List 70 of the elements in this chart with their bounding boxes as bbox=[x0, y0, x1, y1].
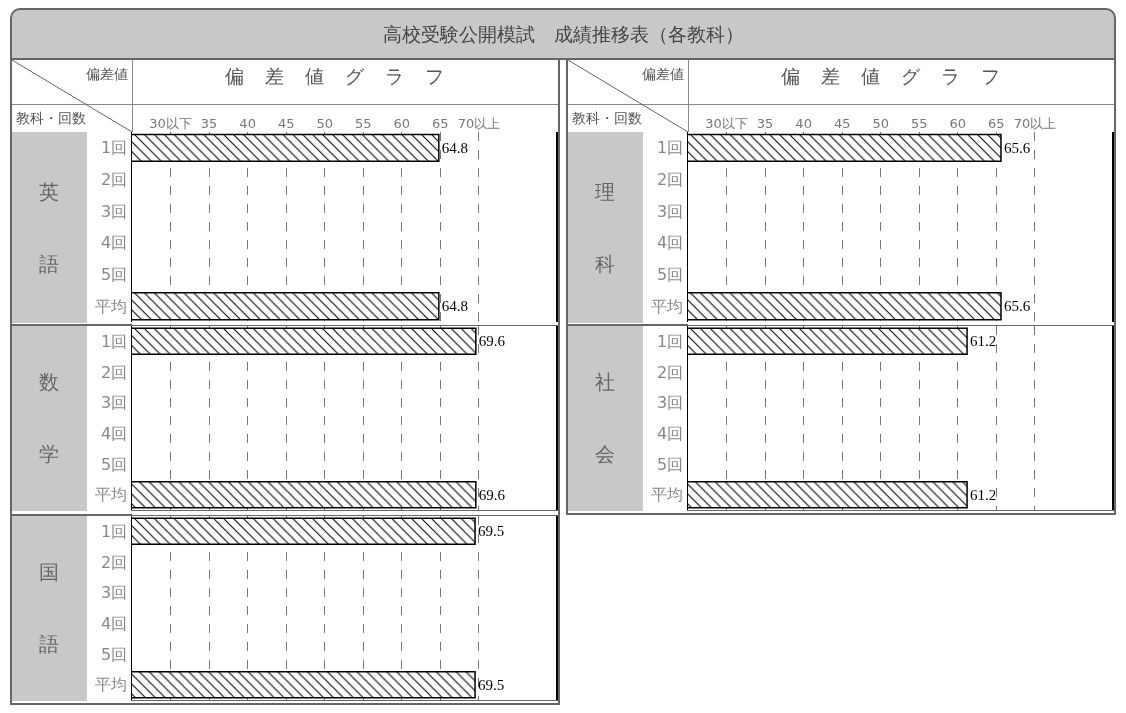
y-tick-label: 1回 bbox=[101, 138, 128, 158]
x-tick-label: 35 bbox=[756, 116, 774, 132]
y-tick-label: 4回 bbox=[657, 423, 684, 443]
x-tick-label: 30以下 bbox=[149, 116, 192, 132]
data-label: 65.6 bbox=[1003, 139, 1031, 156]
text: 英語 bbox=[39, 179, 59, 276]
text: 教科・回数 bbox=[572, 110, 642, 128]
x-tick-label: 50 bbox=[872, 116, 889, 132]
y-tick-label: 4回 bbox=[101, 613, 128, 633]
x-axis-title: 偏差値グラフ bbox=[224, 64, 466, 89]
x-tick-label: 65 bbox=[432, 116, 449, 132]
y-tick-label: 5回 bbox=[657, 265, 684, 285]
text: 偏差値 bbox=[86, 66, 128, 84]
y-tick-label: 5回 bbox=[101, 265, 128, 285]
data-label: 61.2 bbox=[970, 333, 997, 350]
x-tick-label: 60 bbox=[949, 116, 967, 132]
y-tick-label: 4回 bbox=[657, 233, 684, 253]
y-tick-label: 2回 bbox=[101, 170, 128, 190]
y-tick-label: 2回 bbox=[657, 362, 684, 382]
x-tick-label: 65 bbox=[988, 116, 1005, 132]
text: 国語 bbox=[39, 560, 59, 656]
y-tick-label: 1回 bbox=[101, 331, 128, 351]
x-tick-label: 60 bbox=[393, 116, 411, 132]
y-tick-label: 5回 bbox=[657, 454, 684, 474]
y-tick-label: 3回 bbox=[101, 201, 128, 221]
y-tick-label: 2回 bbox=[101, 552, 128, 572]
data-label: 64.8 bbox=[441, 298, 469, 315]
y-tick-label: 平均 bbox=[651, 296, 684, 316]
text: 社会 bbox=[595, 370, 615, 466]
text: 数学 bbox=[39, 370, 59, 466]
x-axis-title: 偏差値グラフ bbox=[780, 64, 1022, 89]
y-tick-label: 3回 bbox=[657, 393, 684, 413]
y-tick-label: 1回 bbox=[101, 521, 128, 541]
y-tick-label: 1回 bbox=[657, 331, 684, 351]
x-tick-label: 45 bbox=[277, 116, 295, 132]
data-label: 69.5 bbox=[478, 676, 505, 693]
x-tick-label: 40 bbox=[795, 116, 812, 132]
text: 偏差値 bbox=[642, 66, 684, 84]
data-label: 69.6 bbox=[478, 486, 506, 503]
x-tick-label: 40 bbox=[239, 116, 256, 132]
x-tick-label: 45 bbox=[833, 116, 851, 132]
y-tick-label: 3回 bbox=[101, 583, 128, 603]
y-tick-label: 3回 bbox=[101, 393, 128, 413]
x-tick-label: 70以上 bbox=[1013, 116, 1057, 132]
y-tick-label: 平均 bbox=[95, 675, 128, 695]
y-tick-label: 平均 bbox=[95, 485, 128, 505]
x-tick-label: 35 bbox=[200, 116, 218, 132]
data-label: 69.5 bbox=[478, 523, 505, 540]
data-label: 64.8 bbox=[441, 139, 469, 156]
y-tick-label: 5回 bbox=[101, 644, 128, 664]
x-tick-label: 70以上 bbox=[457, 116, 501, 132]
data-label: 61.2 bbox=[970, 486, 997, 503]
y-tick-label: 5回 bbox=[101, 454, 128, 474]
text: 教科・回数 bbox=[16, 110, 86, 128]
chart-title: 高校受験公開模試 成績推移表（各教科） bbox=[10, 8, 1116, 60]
y-tick-label: 4回 bbox=[101, 423, 128, 443]
x-tick-label: 50 bbox=[316, 116, 333, 132]
y-tick-label: 平均 bbox=[95, 296, 128, 316]
y-tick-label: 平均 bbox=[651, 485, 684, 505]
data-label: 65.6 bbox=[1003, 298, 1031, 315]
text: 理科 bbox=[595, 179, 615, 276]
y-tick-label: 4回 bbox=[101, 233, 128, 253]
data-label: 69.6 bbox=[478, 333, 506, 350]
x-tick-label: 55 bbox=[355, 116, 372, 132]
x-tick-label: 55 bbox=[911, 116, 928, 132]
y-tick-label: 2回 bbox=[657, 170, 684, 190]
y-tick-label: 3回 bbox=[657, 201, 684, 221]
y-tick-label: 1回 bbox=[657, 138, 684, 158]
x-tick-label: 30以下 bbox=[705, 116, 748, 132]
y-tick-label: 2回 bbox=[101, 362, 128, 382]
